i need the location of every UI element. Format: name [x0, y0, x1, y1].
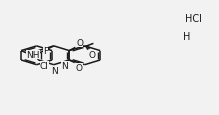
Text: O: O	[76, 63, 83, 72]
Text: O: O	[89, 51, 96, 60]
Text: H: H	[183, 31, 191, 41]
Text: N: N	[51, 66, 58, 75]
Text: Cl: Cl	[40, 61, 49, 70]
Text: HCl: HCl	[185, 14, 201, 24]
Text: O: O	[76, 38, 83, 47]
Text: F: F	[43, 47, 48, 56]
Text: N: N	[61, 61, 68, 70]
Text: NH: NH	[26, 51, 40, 60]
